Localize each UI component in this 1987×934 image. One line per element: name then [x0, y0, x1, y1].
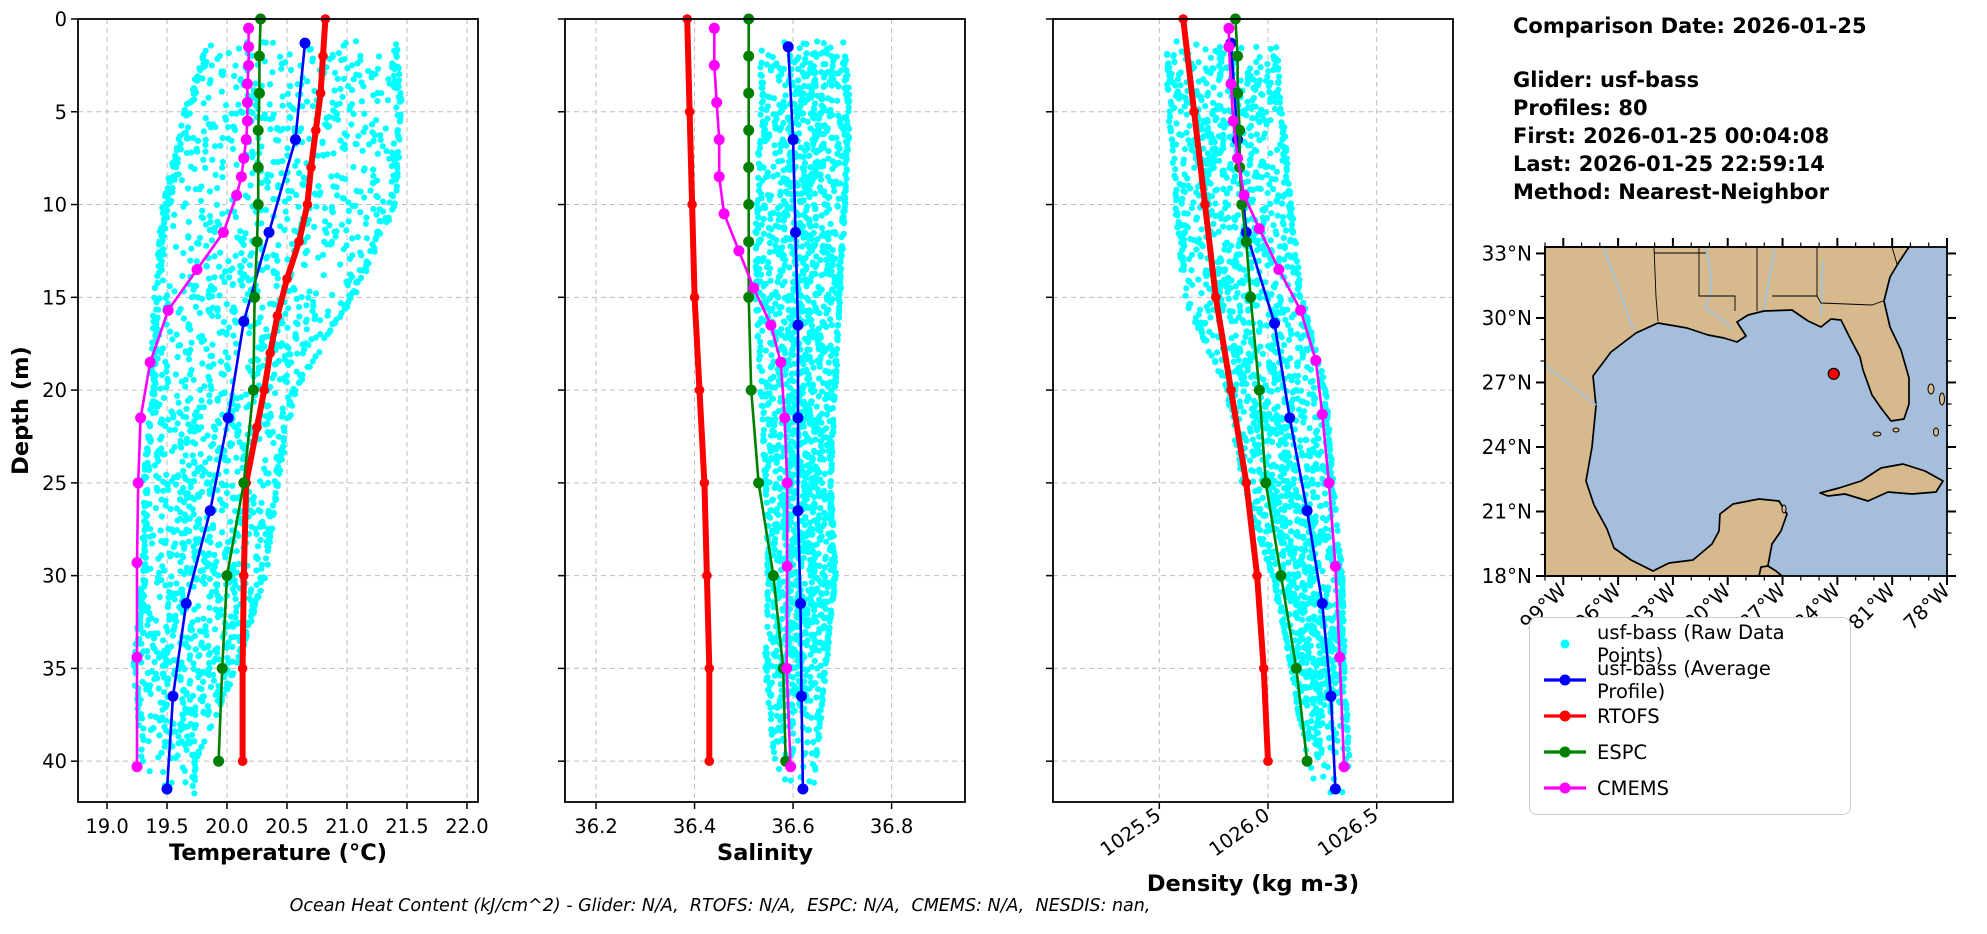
legend-label: RTOFS — [1597, 704, 1660, 728]
legend-label: CMEMS — [1597, 776, 1669, 800]
legend-item-3: ESPC — [1542, 734, 1840, 770]
x-axis-label: Temperature (°C) — [169, 840, 387, 866]
y-tick-label: 15 — [42, 286, 67, 309]
map-lat-label: 27°N — [1482, 370, 1532, 394]
map-islands — [1781, 383, 1945, 514]
x-tick-label: 21.0 — [325, 815, 368, 838]
series-cmems — [1223, 22, 1350, 773]
legend-sample-line — [1544, 710, 1586, 722]
info-panel: Comparison Date: 2026-01-25 Glider: usf-… — [1513, 12, 1867, 206]
series-rtofs — [682, 14, 715, 766]
x-tick-label: 19.0 — [85, 815, 128, 838]
raw-data-scatter — [752, 38, 853, 786]
x-tick-label: 22.0 — [445, 815, 488, 838]
y-tick-label: 30 — [42, 565, 67, 588]
map-state-borders — [1653, 246, 1898, 322]
axis-ticks: 19.0 19.5 20.0 20.5 21.0 21.5 22.0 0 5 10 15 20 25 30… — [42, 8, 489, 838]
map-land-mainland — [1544, 246, 1910, 577]
map-lat-label: 21°N — [1482, 499, 1532, 523]
legend: usf-bass (Raw Data Points) usf-bass (Aver… — [1529, 617, 1851, 815]
legend-item-0: usf-bass (Raw Data Points) — [1542, 621, 1840, 667]
glider-location-marker — [1827, 367, 1840, 380]
series-espc — [213, 13, 267, 767]
legend-sample-dot — [1560, 639, 1570, 649]
x-tick-label: 36.4 — [673, 815, 716, 838]
x-axis-label: Density (kg m-3) — [1147, 871, 1359, 897]
comparison-date: Comparison Date: 2026-01-25 — [1513, 14, 1867, 38]
map-lat-label: 33°N — [1482, 241, 1532, 265]
x-tick-label: 1026.5 — [1313, 803, 1382, 861]
x-tick-label: 36.2 — [574, 815, 617, 838]
panel-salinity: 36.2 36.4 36.6 36.8 Salinity — [558, 13, 966, 866]
series-espc — [1229, 13, 1313, 767]
series-usf-bass-average-profile- — [161, 37, 311, 795]
map-rivers — [1544, 246, 1824, 406]
map-lat-label: 30°N — [1482, 306, 1532, 330]
x-tick-label: 21.5 — [385, 815, 428, 838]
x-tick-label: 1025.5 — [1096, 803, 1165, 861]
panel-frame — [77, 18, 479, 803]
y-tick-label: 35 — [42, 657, 67, 680]
x-tick-label: 36.6 — [771, 815, 814, 838]
raw-data-scatter — [130, 38, 405, 797]
profiles-count: Profiles: 80 — [1513, 96, 1648, 120]
last-profile-time: Last: 2026-01-25 22:59:14 — [1513, 152, 1825, 176]
legend-label: usf-bass (Raw Data Points) — [1597, 621, 1785, 667]
series-cmems — [708, 22, 797, 773]
x-axis-label: Salinity — [717, 840, 813, 866]
y-tick-label: 20 — [42, 379, 67, 402]
gulf-of-mexico-map: 33°N30°N27°N24°N21°N18°N99°W96°W93°W90°W… — [1482, 238, 1956, 635]
panel-frame — [564, 18, 966, 803]
legend-label: ESPC — [1597, 740, 1648, 764]
x-tick-label: 20.0 — [205, 815, 248, 838]
y-tick-label: 25 — [42, 472, 67, 495]
legend-item-1: usf-bass (Average Profile) — [1542, 657, 1840, 703]
y-tick-label: 40 — [42, 750, 67, 773]
y-tick-label: 5 — [55, 101, 67, 124]
x-tick-label: 36.8 — [870, 815, 913, 838]
y-tick-label: 10 — [42, 194, 67, 217]
map-land-cuba — [1819, 463, 1944, 502]
info-spacer — [1513, 40, 1867, 66]
series-usf-bass-average-profile- — [782, 41, 809, 795]
panel-density: 1025.5 1026.0 1026.5 Density (kg m-3) — [1046, 13, 1454, 897]
map-lat-label: 24°N — [1482, 435, 1532, 459]
x-tick-label: 20.5 — [265, 815, 308, 838]
y-axis-label: Depth (m) — [8, 346, 34, 475]
y-tick-label: 0 — [55, 8, 67, 31]
map-lat-label: 18°N — [1482, 564, 1532, 588]
legend-label: usf-bass (Average Profile) — [1597, 657, 1771, 703]
panel-temperature: 19.0 19.5 20.0 20.5 21.0 21.5 22.0 0 5 10 15 20 25 30… — [8, 8, 489, 866]
map-lon-label: 81°W — [1844, 578, 1900, 634]
legend-sample-line — [1544, 782, 1586, 794]
panel-frame — [1052, 18, 1454, 803]
method: Method: Nearest-Neighbor — [1513, 180, 1829, 204]
legend-item-2: RTOFS — [1542, 698, 1840, 734]
legend-sample-line — [1544, 674, 1586, 686]
x-tick-label: 1026.0 — [1205, 803, 1274, 861]
axis-ticks: 36.2 36.4 36.6 36.8 — [558, 18, 913, 838]
x-tick-label: 19.5 — [145, 815, 188, 838]
ohc-footer-text: Ocean Heat Content (kJ/cm^2) - Glider: N… — [289, 896, 1151, 916]
profile-panels: 19.0 19.5 20.0 20.5 21.0 21.5 22.0 0 5 10 15 20 25 30… — [8, 8, 1454, 897]
glider-name: Glider: usf-bass — [1513, 68, 1700, 92]
legend-sample-line — [1544, 746, 1586, 758]
map-lon-label: 78°W — [1899, 578, 1955, 634]
series-cmems — [131, 22, 255, 773]
legend-item-4: CMEMS — [1542, 770, 1840, 806]
raw-data-scatter — [1163, 38, 1353, 796]
first-profile-time: First: 2026-01-25 00:04:08 — [1513, 124, 1830, 148]
